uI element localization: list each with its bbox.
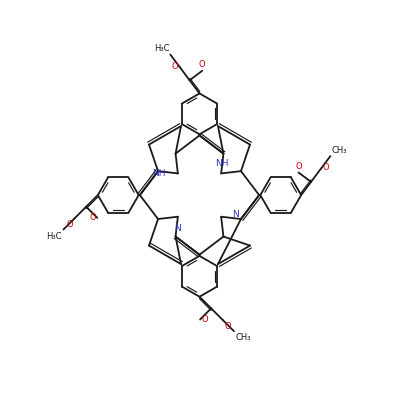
Text: O: O [199,60,205,69]
Text: CH₃: CH₃ [235,334,251,343]
Text: O: O [322,164,329,172]
Text: O: O [295,162,302,171]
Text: H₃C: H₃C [154,44,170,53]
Text: CH₃: CH₃ [331,146,347,154]
Text: O: O [66,220,73,229]
Text: O: O [89,213,96,222]
Text: NH: NH [152,169,166,178]
Text: H₃C: H₃C [46,232,62,241]
Text: O: O [201,315,208,324]
Text: N: N [174,224,181,233]
Text: O: O [224,322,231,331]
Text: N: N [232,210,239,219]
Text: O: O [172,62,178,71]
Text: NH: NH [215,158,229,168]
